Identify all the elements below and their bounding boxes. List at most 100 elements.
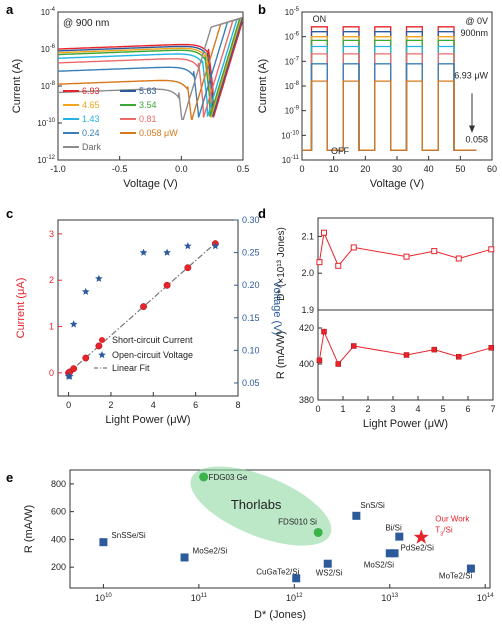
y-tick-label: 10-10 (281, 130, 299, 140)
iv-curve-3.54 (58, 17, 243, 117)
responsivity-point (403, 352, 410, 358)
x-tick-label: 20 (360, 164, 370, 174)
annotation-on: ON (313, 14, 327, 24)
legend-label: 1.43 (82, 114, 100, 124)
switching-curve (302, 45, 477, 151)
legend-label: Dark (82, 142, 102, 152)
point-label: WS2/Si (316, 569, 343, 578)
voltage-point (163, 248, 171, 256)
y-tick-label: 10-9 (285, 106, 300, 116)
arrow-head (469, 125, 475, 133)
detectivity-point (403, 253, 410, 260)
iv-curve-4.65 (58, 17, 243, 118)
voltage-point (66, 372, 74, 380)
annotation: @ 900 nm (63, 18, 109, 29)
y-right-axis-label: Voltage (V) (271, 281, 283, 335)
y-left-tick-label: 1 (49, 322, 54, 332)
curves-a (58, 17, 243, 121)
x-tick-label: 4 (415, 404, 420, 414)
x-tick-label: 1010 (95, 593, 112, 603)
data-point (395, 532, 404, 541)
legend-label: Linear Fit (112, 363, 150, 373)
legend-label: 0.24 (82, 128, 100, 138)
x-axis-label: Voltage (V) (123, 178, 177, 190)
x-tick-label: 60 (487, 164, 497, 174)
y-tick-label: 10-12 (37, 155, 55, 165)
switching-curve (302, 31, 477, 151)
legend-label: 0.81 (139, 114, 157, 124)
x-tick-label: 1011 (191, 593, 208, 603)
thorlabs-region (190, 466, 332, 546)
legend-label: 3.54 (139, 100, 157, 110)
x-axis-label: D* (Jones) (254, 609, 306, 621)
annotation-bias: @ 0V (465, 16, 488, 26)
our-work-point (413, 529, 429, 544)
y-axis-label: Current (A) (257, 59, 269, 113)
legend-label: 4.65 (82, 100, 100, 110)
annotation-min: 0.058 (465, 135, 488, 145)
x-axis-label: Voltage (V) (370, 178, 424, 190)
detectivity-point (350, 244, 357, 251)
plot-frame-bottom (317, 309, 494, 401)
detectivity-point (316, 259, 323, 266)
x-axis-label: Light Power (μW) (363, 418, 448, 430)
legend-label: 0.058 μW (139, 128, 178, 138)
x-tick-label: 0 (66, 400, 71, 410)
x-tick-label: 2 (108, 400, 113, 410)
y-tick-label: 420 (299, 323, 314, 333)
plot-frame (57, 219, 239, 397)
x-tick-label: 1 (340, 404, 345, 414)
y-right-tick-label: 0.25 (242, 248, 260, 258)
voltage-point (95, 274, 103, 282)
x-tick-label: 30 (392, 164, 402, 174)
iv-curve-6.93 (58, 21, 243, 118)
point-label: CuGaTe2/Si (256, 567, 299, 576)
legend-label: 6.93 (82, 86, 100, 96)
point-label: SnSSe/Si (111, 531, 145, 540)
plot-frame-top (317, 217, 494, 311)
y-tick-label: 1.9 (301, 305, 314, 315)
y-left-tick-label: 2 (49, 275, 54, 285)
annotation-max: 6.93 μW (454, 71, 488, 81)
data-point (390, 549, 399, 558)
responsivity-point (335, 361, 341, 367)
current-point (82, 354, 90, 362)
y-tick-label: 10-8 (41, 81, 56, 91)
x-tick-label: 3 (390, 404, 395, 414)
x-tick-label: 0.5 (237, 164, 250, 174)
x-tick-label: 4 (151, 400, 156, 410)
y-tick-label: 2.0 (301, 268, 314, 278)
y-tick-label: 10-4 (41, 7, 56, 17)
voltage-point (211, 242, 220, 250)
y-tick-label: 10-6 (285, 32, 300, 42)
y-left-tick-label: 3 (49, 229, 54, 239)
voltage-point (69, 320, 78, 328)
point-label: Our Work (435, 514, 470, 523)
iv-curve-Dark (58, 17, 243, 121)
y-right-tick-label: 0.30 (242, 215, 260, 225)
detectivity-point (455, 255, 462, 262)
x-axis-label: Light Power (μW) (105, 414, 190, 426)
detectivity-point (335, 262, 342, 269)
y-axis-label-top: D* (×10¹³ Jones) (276, 227, 287, 301)
responsivity-point (431, 346, 437, 353)
responsivity-point (488, 345, 494, 351)
data-point (292, 574, 301, 583)
x-tick-label: 0 (299, 164, 304, 174)
voltage-point (139, 248, 148, 256)
x-tick-label: -1.0 (50, 164, 66, 174)
y-right-tick-label: 0.20 (242, 280, 260, 290)
switching-curve (302, 39, 477, 151)
iv-curve-0.81 (58, 17, 243, 118)
data-point (323, 559, 332, 568)
responsivity-point (351, 343, 357, 349)
x-tick-label: 5 (440, 404, 445, 414)
legend-marker (98, 351, 106, 359)
current-point (163, 281, 171, 289)
y-tick-label: 10-6 (41, 44, 56, 54)
current-point (95, 342, 103, 350)
point-label: Bi/Si (385, 524, 402, 533)
y-left-tick-label: 0 (49, 368, 54, 378)
x-tick-label: 2 (365, 404, 370, 414)
switching-curve (302, 26, 477, 151)
